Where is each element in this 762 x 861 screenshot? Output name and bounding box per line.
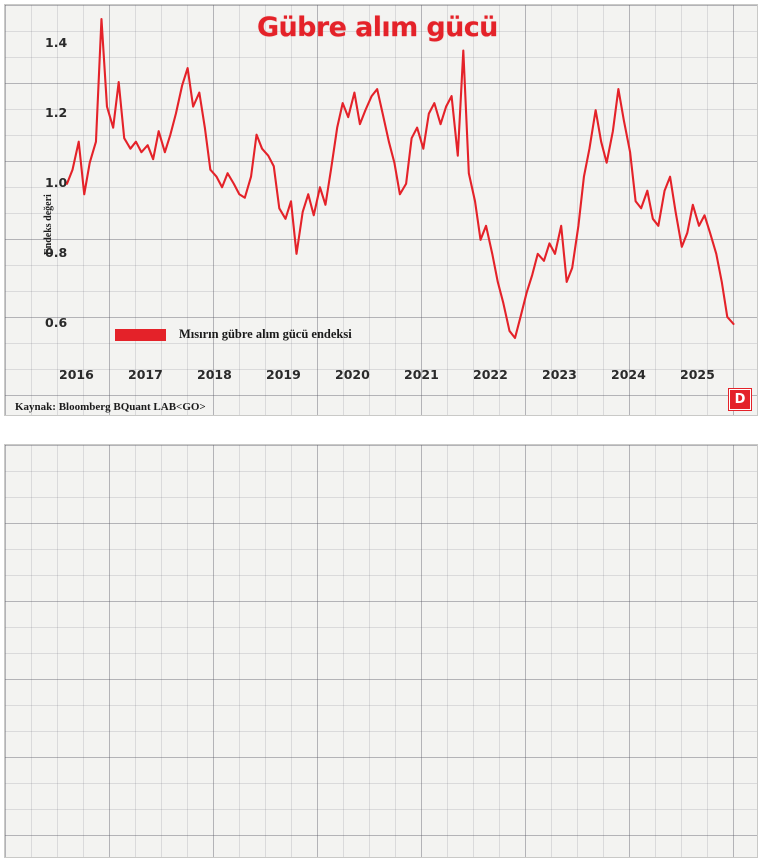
x-tick-top-5: 2021 bbox=[404, 367, 439, 382]
x-tick-top-6: 2022 bbox=[473, 367, 508, 382]
chart-panel-gubre-alim-gucu: Gübre alım gücü Endeks değeri 1.4 1.2 1.… bbox=[4, 4, 758, 416]
legend-swatch-red bbox=[115, 328, 166, 341]
x-tick-top-1: 2017 bbox=[128, 367, 163, 382]
source-note-top: Kaynak: Bloomberg BQuant LAB<GO> bbox=[15, 401, 206, 413]
x-tick-top-2: 2018 bbox=[197, 367, 232, 382]
grid-major bbox=[5, 445, 757, 857]
chart-panel-tarim-girdisinde: Tarım girdisinde gübre maliyeti Endeks s… bbox=[4, 444, 758, 858]
series-line-0 bbox=[67, 19, 733, 338]
legend-label: Mısırın gübre alım gücü endeksi bbox=[179, 327, 352, 341]
y-tick-top-1: 1.2 bbox=[45, 105, 68, 120]
x-tick-top-0: 2016 bbox=[59, 367, 94, 382]
y-tick-top-2: 1.0 bbox=[45, 175, 68, 190]
line-plot-gubre-alim-gucu bbox=[67, 19, 739, 359]
x-tick-top-9: 2025 bbox=[680, 367, 715, 382]
page-title-top: Gübre alım gücü bbox=[257, 12, 498, 43]
y-tick-top-3: 0.8 bbox=[45, 245, 68, 260]
x-tick-top-3: 2019 bbox=[266, 367, 301, 382]
x-tick-top-7: 2023 bbox=[542, 367, 577, 382]
x-tick-top-8: 2024 bbox=[611, 367, 646, 382]
legend-item-misirin-gubre[interactable]: Mısırın gübre alım gücü endeksi bbox=[115, 327, 352, 342]
grid-minor bbox=[5, 445, 757, 857]
status-badge-d: D bbox=[729, 389, 751, 410]
legend-top: Mısırın gübre alım gücü endeksi bbox=[115, 327, 352, 351]
y-tick-top-4: 0.6 bbox=[45, 315, 68, 330]
x-tick-top-4: 2020 bbox=[335, 367, 370, 382]
y-tick-top-0: 1.4 bbox=[45, 35, 68, 50]
